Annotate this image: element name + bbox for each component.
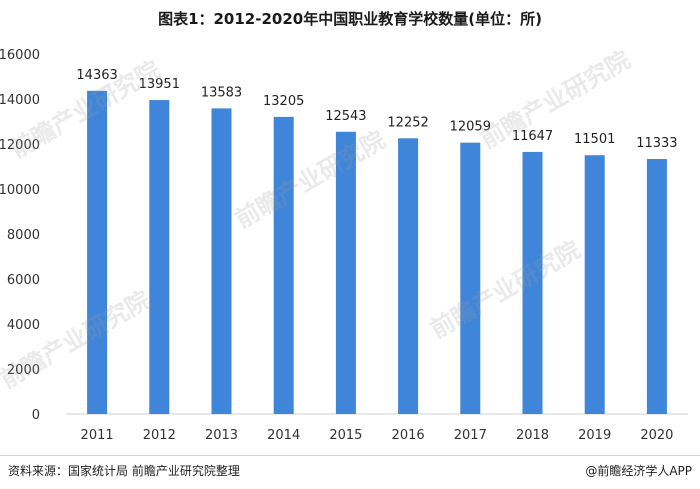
data-label: 11501 <box>574 132 615 147</box>
data-label: 12059 <box>450 120 491 135</box>
data-label: 13583 <box>201 85 242 100</box>
data-label: 12252 <box>387 115 428 130</box>
credit-note: @前瞻经济学人APP <box>585 464 692 478</box>
x-tick-label: 2017 <box>454 428 487 443</box>
x-tick-label: 2014 <box>267 428 300 443</box>
bar <box>211 108 232 414</box>
data-label: 14363 <box>76 68 117 83</box>
bar <box>646 159 667 414</box>
x-tick-label: 2015 <box>329 428 362 443</box>
bar <box>87 90 108 415</box>
x-tick-label: 2013 <box>205 428 238 443</box>
bar-chart: 0 2000 4000 6000 8000 10000 12000 14000 16000 143… <box>0 48 688 443</box>
data-label: 12543 <box>325 109 366 124</box>
y-tick-label: 14000 <box>0 93 40 108</box>
bar <box>522 151 543 414</box>
data-label: 13205 <box>263 94 304 109</box>
data-label: 11647 <box>512 129 553 144</box>
chart-title: 图表1：2012-2020年中国职业教育学校数量(单位：所) <box>158 10 542 28</box>
y-tick-label: 0 <box>32 408 40 423</box>
y-tick-label: 12000 <box>0 138 40 153</box>
bar <box>149 100 170 414</box>
bar <box>398 138 419 414</box>
y-tick-label: 6000 <box>7 273 40 288</box>
bar <box>584 155 605 415</box>
x-tick-label: 2012 <box>143 428 176 443</box>
bar <box>460 142 481 415</box>
x-tick-label: 2016 <box>392 428 425 443</box>
y-tick-label: 8000 <box>7 228 40 243</box>
y-tick-label: 2000 <box>7 363 40 378</box>
y-tick-label: 4000 <box>7 318 40 333</box>
x-tick-label: 2018 <box>516 428 549 443</box>
x-tick-label: 2019 <box>578 428 611 443</box>
source-note: 资料来源：国家统计局 前瞻产业研究院整理 <box>8 464 240 478</box>
bar <box>335 131 356 414</box>
y-tick-label: 16000 <box>0 48 40 63</box>
y-tick-label: 10000 <box>0 183 40 198</box>
data-label: 11333 <box>636 136 677 151</box>
data-label: 13951 <box>139 77 180 92</box>
footer: 资料来源：国家统计局 前瞻产业研究院整理 @前瞻经济学人APP <box>0 455 700 489</box>
x-tick-label: 2020 <box>640 428 673 443</box>
bar <box>273 116 294 414</box>
x-tick-label: 2011 <box>81 428 114 443</box>
